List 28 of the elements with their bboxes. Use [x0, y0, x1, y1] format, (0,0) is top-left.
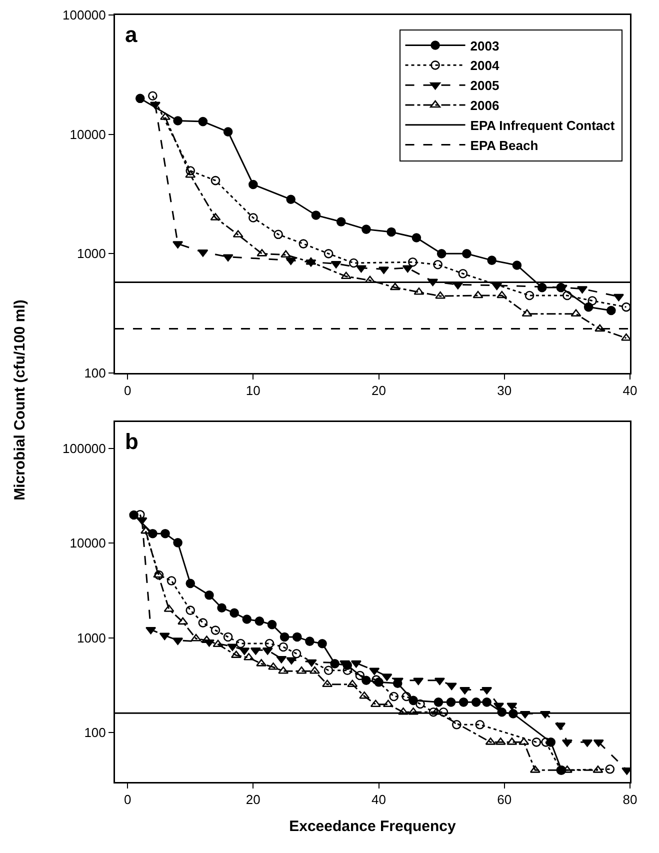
- legend-label: EPA Infrequent Contact: [470, 118, 616, 133]
- annotation: b: [125, 429, 138, 454]
- x-tick-label: 0: [124, 792, 132, 808]
- x-tick-label: 10: [246, 383, 260, 398]
- x-tick-label: 40: [372, 792, 386, 808]
- legend-label: 2006: [470, 98, 500, 114]
- legend-label: 2005: [470, 78, 500, 94]
- y-tick-label: 100: [84, 366, 106, 381]
- y-tick-label: 100000: [62, 440, 106, 456]
- x-axis-title: Exceedance Frequency: [289, 818, 457, 835]
- y-tick-label: 1000: [76, 630, 106, 646]
- annotation: a: [125, 22, 138, 47]
- x-tick-label: 20: [246, 792, 260, 808]
- legend-label: 2003: [470, 38, 500, 54]
- y-tick-label: 10000: [70, 126, 106, 142]
- y-tick-label: 1000: [76, 246, 106, 262]
- legend-label: 2004: [470, 58, 500, 74]
- x-tick-label: 20: [372, 383, 386, 398]
- x-tick-label: 30: [497, 383, 512, 398]
- x-tick-label: 60: [497, 792, 512, 808]
- y-tick-label: 100: [84, 725, 106, 740]
- x-tick-label: 80: [622, 792, 638, 808]
- legend-label: EPA Beach: [470, 138, 538, 153]
- x-tick-label: 0: [124, 383, 132, 398]
- y-axis-title: Microbial Count (cfu/100 ml): [12, 300, 28, 500]
- y-tick-label: 10000: [70, 536, 106, 551]
- y-tick-label: 100000: [62, 8, 106, 23]
- x-tick-label: 40: [622, 383, 638, 398]
